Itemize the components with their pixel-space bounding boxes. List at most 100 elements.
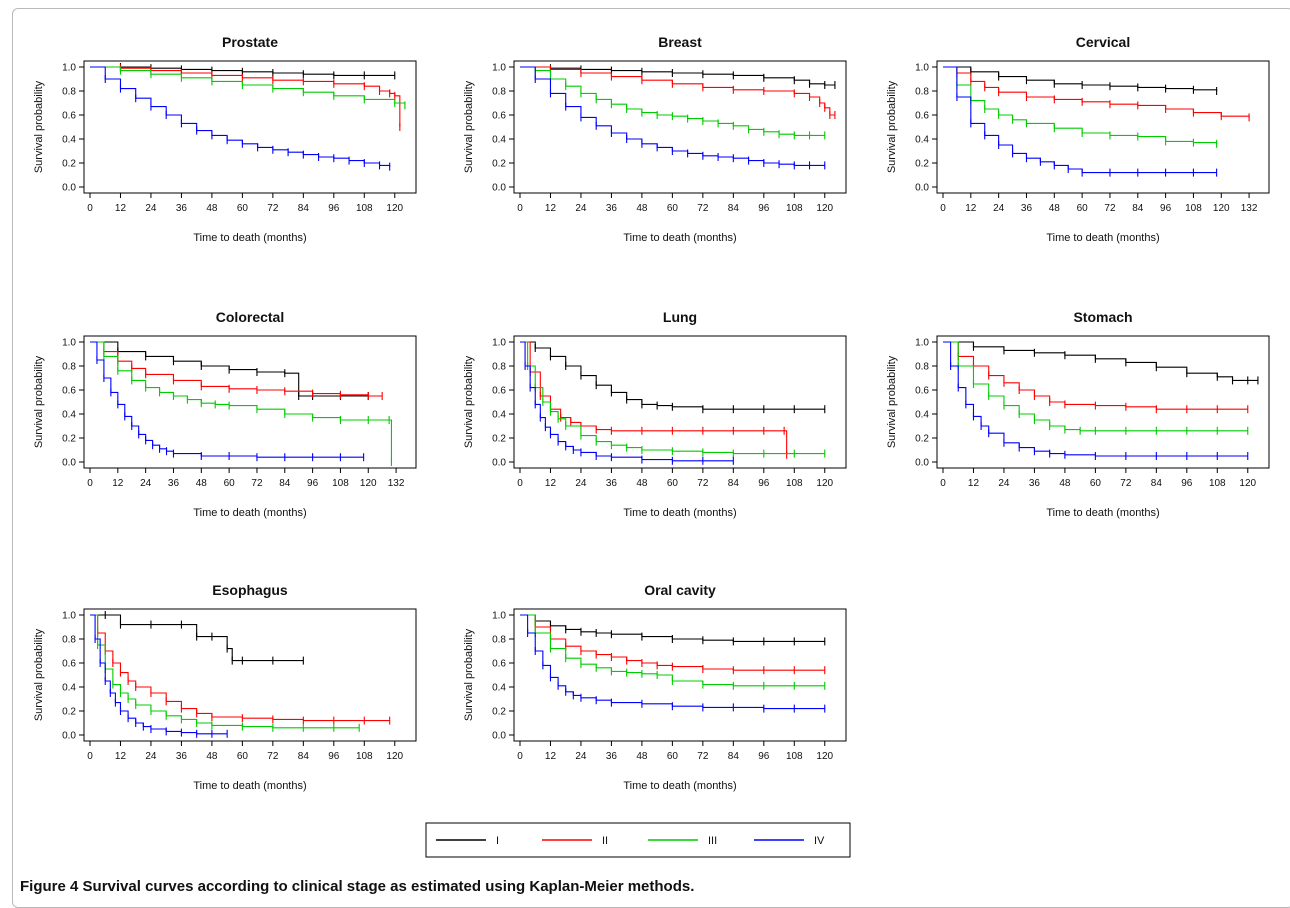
y-tick-label: 0.0 <box>62 731 76 742</box>
y-tick-label: 1.0 <box>915 338 929 349</box>
x-tick-label: 48 <box>206 203 218 214</box>
x-tick-label: 12 <box>115 203 127 214</box>
series-line-iii <box>943 66 1218 144</box>
y-tick-label: 0.8 <box>492 362 506 373</box>
chart-title: Oral cavity <box>644 582 716 598</box>
x-tick-label: 60 <box>1090 478 1102 489</box>
x-tick-label: 36 <box>1021 203 1033 214</box>
y-tick-label: 0.6 <box>492 386 506 397</box>
y-tick-label: 0.2 <box>492 434 506 445</box>
x-tick-label: 0 <box>940 203 946 214</box>
x-tick-label: 72 <box>697 751 709 762</box>
x-tick-label: 108 <box>786 751 803 762</box>
x-tick-label: 84 <box>728 478 740 489</box>
x-tick-label: 84 <box>1132 203 1144 214</box>
x-tick-label: 60 <box>667 751 679 762</box>
y-tick-label: 0.6 <box>62 659 76 670</box>
plot-box <box>513 60 847 194</box>
x-tick-label: 96 <box>758 751 770 762</box>
x-tick-label: 72 <box>697 478 709 489</box>
x-tick-label: 120 <box>386 751 403 762</box>
y-tick-label: 0.6 <box>915 111 929 122</box>
x-tick-label: 24 <box>145 203 157 214</box>
figure-label: Figure 4 <box>20 878 79 895</box>
y-tick-label: 0.8 <box>492 635 506 646</box>
y-tick-label: 0.4 <box>915 410 929 421</box>
y-tick-label: 0.2 <box>915 159 929 170</box>
x-tick-label: 96 <box>758 203 770 214</box>
y-tick-label: 0.0 <box>492 731 506 742</box>
y-tick-label: 0.4 <box>62 135 76 146</box>
x-tick-label: 108 <box>332 478 349 489</box>
plot-box <box>936 335 1270 469</box>
x-axis-label: Time to death (months) <box>1046 232 1159 244</box>
x-axis-label: Time to death (months) <box>1046 507 1159 519</box>
chart-title: Colorectal <box>216 309 284 325</box>
x-tick-label: 96 <box>307 478 319 489</box>
survival-curves-figure: Prostate 0.0 0.2 0.4 0.6 0.8 1.0 0 12 24 36 48 60 72 8… <box>33 34 1270 858</box>
x-tick-label: 0 <box>87 478 93 489</box>
y-axis-label: Survival probability <box>463 355 475 448</box>
x-tick-label: 60 <box>224 478 236 489</box>
y-tick-label: 0.0 <box>915 458 929 469</box>
x-tick-label: 12 <box>545 478 557 489</box>
x-tick-label: 84 <box>298 751 310 762</box>
y-tick-label: 0.4 <box>492 683 506 694</box>
plot-box <box>513 335 847 469</box>
x-tick-label: 48 <box>636 478 648 489</box>
x-tick-label: 0 <box>517 751 523 762</box>
x-tick-label: 36 <box>606 751 618 762</box>
chart-title: Breast <box>658 34 702 50</box>
y-axis-label: Survival probability <box>463 628 475 721</box>
chart-title: Cervical <box>1076 34 1130 50</box>
x-tick-label: 0 <box>87 751 93 762</box>
y-axis-label: Survival probability <box>33 628 45 721</box>
series-line-iv <box>943 341 1248 457</box>
chart-title: Prostate <box>222 34 278 50</box>
y-tick-label: 0.8 <box>62 87 76 98</box>
x-tick-label: 84 <box>279 478 291 489</box>
x-tick-label: 0 <box>517 478 523 489</box>
series-line-ii <box>943 341 1248 410</box>
series-line-ii <box>90 614 390 722</box>
x-tick-label: 48 <box>636 203 648 214</box>
y-axis-label: Survival probability <box>886 355 898 448</box>
x-tick-label: 36 <box>176 751 188 762</box>
x-tick-label: 84 <box>298 203 310 214</box>
series-line-ii <box>520 66 835 116</box>
figure-caption: Figure 4 Survival curves according to cl… <box>20 878 694 895</box>
y-tick-label: 0.0 <box>62 183 76 194</box>
x-tick-label: 36 <box>606 203 618 214</box>
x-tick-label: 108 <box>1209 478 1226 489</box>
x-tick-label: 36 <box>606 478 618 489</box>
y-tick-label: 0.8 <box>915 87 929 98</box>
x-axis-label: Time to death (months) <box>623 232 736 244</box>
y-tick-label: 1.0 <box>915 63 929 74</box>
plot-box <box>83 608 417 742</box>
x-tick-label: 36 <box>1029 478 1041 489</box>
x-tick-label: 72 <box>251 478 263 489</box>
chart-title: Esophagus <box>212 582 288 598</box>
y-tick-label: 1.0 <box>62 611 76 622</box>
legend-label-iv: IV <box>814 835 825 847</box>
chart-title: Stomach <box>1073 309 1132 325</box>
x-tick-label: 12 <box>968 478 980 489</box>
x-axis-label: Time to death (months) <box>193 232 306 244</box>
x-tick-label: 24 <box>575 751 587 762</box>
y-tick-label: 0.4 <box>62 410 76 421</box>
x-tick-label: 120 <box>1239 478 1256 489</box>
x-tick-label: 60 <box>667 478 679 489</box>
x-tick-label: 48 <box>206 751 218 762</box>
y-tick-label: 0.6 <box>492 111 506 122</box>
y-tick-label: 1.0 <box>492 63 506 74</box>
x-tick-label: 0 <box>517 203 523 214</box>
y-tick-label: 0.2 <box>492 159 506 170</box>
x-tick-label: 120 <box>386 203 403 214</box>
x-tick-label: 108 <box>786 203 803 214</box>
legend: I II III IV <box>425 822 851 858</box>
figure-caption-text: Survival curves according to clinical st… <box>82 878 695 895</box>
x-tick-label: 108 <box>356 751 373 762</box>
y-tick-label: 0.2 <box>62 707 76 718</box>
x-tick-label: 60 <box>667 203 679 214</box>
y-tick-label: 0.6 <box>915 386 929 397</box>
